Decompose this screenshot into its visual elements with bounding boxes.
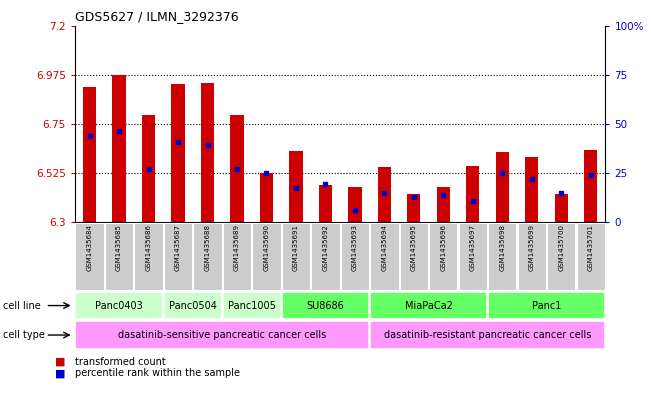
Text: GSM1435684: GSM1435684	[87, 224, 92, 271]
Text: GSM1435687: GSM1435687	[175, 224, 181, 271]
Text: Panc0403: Panc0403	[95, 301, 143, 310]
Text: GSM1435701: GSM1435701	[588, 224, 594, 271]
Text: Panc0504: Panc0504	[169, 301, 217, 310]
Text: GSM1435685: GSM1435685	[116, 224, 122, 271]
Text: GDS5627 / ILMN_3292376: GDS5627 / ILMN_3292376	[75, 10, 238, 23]
Text: dasatinib-resistant pancreatic cancer cells: dasatinib-resistant pancreatic cancer ce…	[384, 330, 591, 340]
Bar	[525, 156, 538, 222]
Bar	[230, 115, 243, 222]
FancyBboxPatch shape	[134, 223, 163, 290]
Bar	[466, 166, 479, 222]
Text: GSM1435691: GSM1435691	[293, 224, 299, 271]
Text: SU8686: SU8686	[307, 301, 344, 310]
FancyBboxPatch shape	[311, 223, 340, 290]
Bar	[408, 194, 421, 222]
FancyBboxPatch shape	[547, 223, 575, 290]
Bar	[584, 150, 598, 222]
Text: GSM1435700: GSM1435700	[558, 224, 564, 271]
Text: GSM1435690: GSM1435690	[264, 224, 270, 271]
Bar	[201, 83, 214, 222]
Text: percentile rank within the sample: percentile rank within the sample	[75, 368, 240, 378]
Text: Panc1: Panc1	[532, 301, 561, 310]
Text: GSM1435695: GSM1435695	[411, 224, 417, 271]
Text: dasatinib-sensitive pancreatic cancer cells: dasatinib-sensitive pancreatic cancer ce…	[118, 330, 326, 340]
Text: cell line: cell line	[3, 301, 41, 310]
FancyBboxPatch shape	[370, 223, 398, 290]
Bar	[495, 152, 509, 222]
Bar	[142, 115, 155, 222]
FancyBboxPatch shape	[459, 223, 487, 290]
Text: GSM1435686: GSM1435686	[146, 224, 152, 271]
FancyBboxPatch shape	[488, 223, 516, 290]
Text: GSM1435697: GSM1435697	[470, 224, 476, 271]
Bar	[348, 187, 361, 222]
FancyBboxPatch shape	[340, 223, 369, 290]
Text: GSM1435692: GSM1435692	[322, 224, 328, 271]
Text: ■: ■	[55, 356, 66, 367]
FancyBboxPatch shape	[76, 321, 369, 349]
FancyBboxPatch shape	[282, 223, 310, 290]
Text: ■: ■	[55, 368, 66, 378]
Text: GSM1435696: GSM1435696	[440, 224, 447, 271]
FancyBboxPatch shape	[223, 292, 281, 319]
Bar	[289, 151, 303, 222]
FancyBboxPatch shape	[282, 292, 369, 319]
FancyBboxPatch shape	[105, 223, 133, 290]
FancyBboxPatch shape	[164, 223, 192, 290]
Text: GSM1435688: GSM1435688	[204, 224, 210, 271]
Text: Panc1005: Panc1005	[228, 301, 275, 310]
Text: GSM1435694: GSM1435694	[381, 224, 387, 271]
Bar	[83, 87, 96, 222]
FancyBboxPatch shape	[76, 223, 104, 290]
Text: GSM1435699: GSM1435699	[529, 224, 534, 271]
Bar	[437, 187, 450, 222]
FancyBboxPatch shape	[253, 223, 281, 290]
Bar	[113, 75, 126, 222]
FancyBboxPatch shape	[223, 223, 251, 290]
FancyBboxPatch shape	[370, 321, 605, 349]
Text: cell type: cell type	[3, 330, 45, 340]
FancyBboxPatch shape	[400, 223, 428, 290]
FancyBboxPatch shape	[193, 223, 221, 290]
FancyBboxPatch shape	[488, 292, 605, 319]
Bar	[260, 173, 273, 222]
FancyBboxPatch shape	[429, 223, 458, 290]
FancyBboxPatch shape	[370, 292, 487, 319]
FancyBboxPatch shape	[518, 223, 546, 290]
Bar	[378, 167, 391, 222]
Text: MiaPaCa2: MiaPaCa2	[405, 301, 452, 310]
FancyBboxPatch shape	[76, 292, 163, 319]
Text: GSM1435698: GSM1435698	[499, 224, 505, 271]
Bar	[555, 194, 568, 222]
Text: GSM1435689: GSM1435689	[234, 224, 240, 271]
Text: GSM1435693: GSM1435693	[352, 224, 358, 271]
Bar	[319, 185, 332, 222]
FancyBboxPatch shape	[164, 292, 221, 319]
Text: transformed count: transformed count	[75, 356, 165, 367]
Bar	[171, 84, 185, 222]
FancyBboxPatch shape	[577, 223, 605, 290]
